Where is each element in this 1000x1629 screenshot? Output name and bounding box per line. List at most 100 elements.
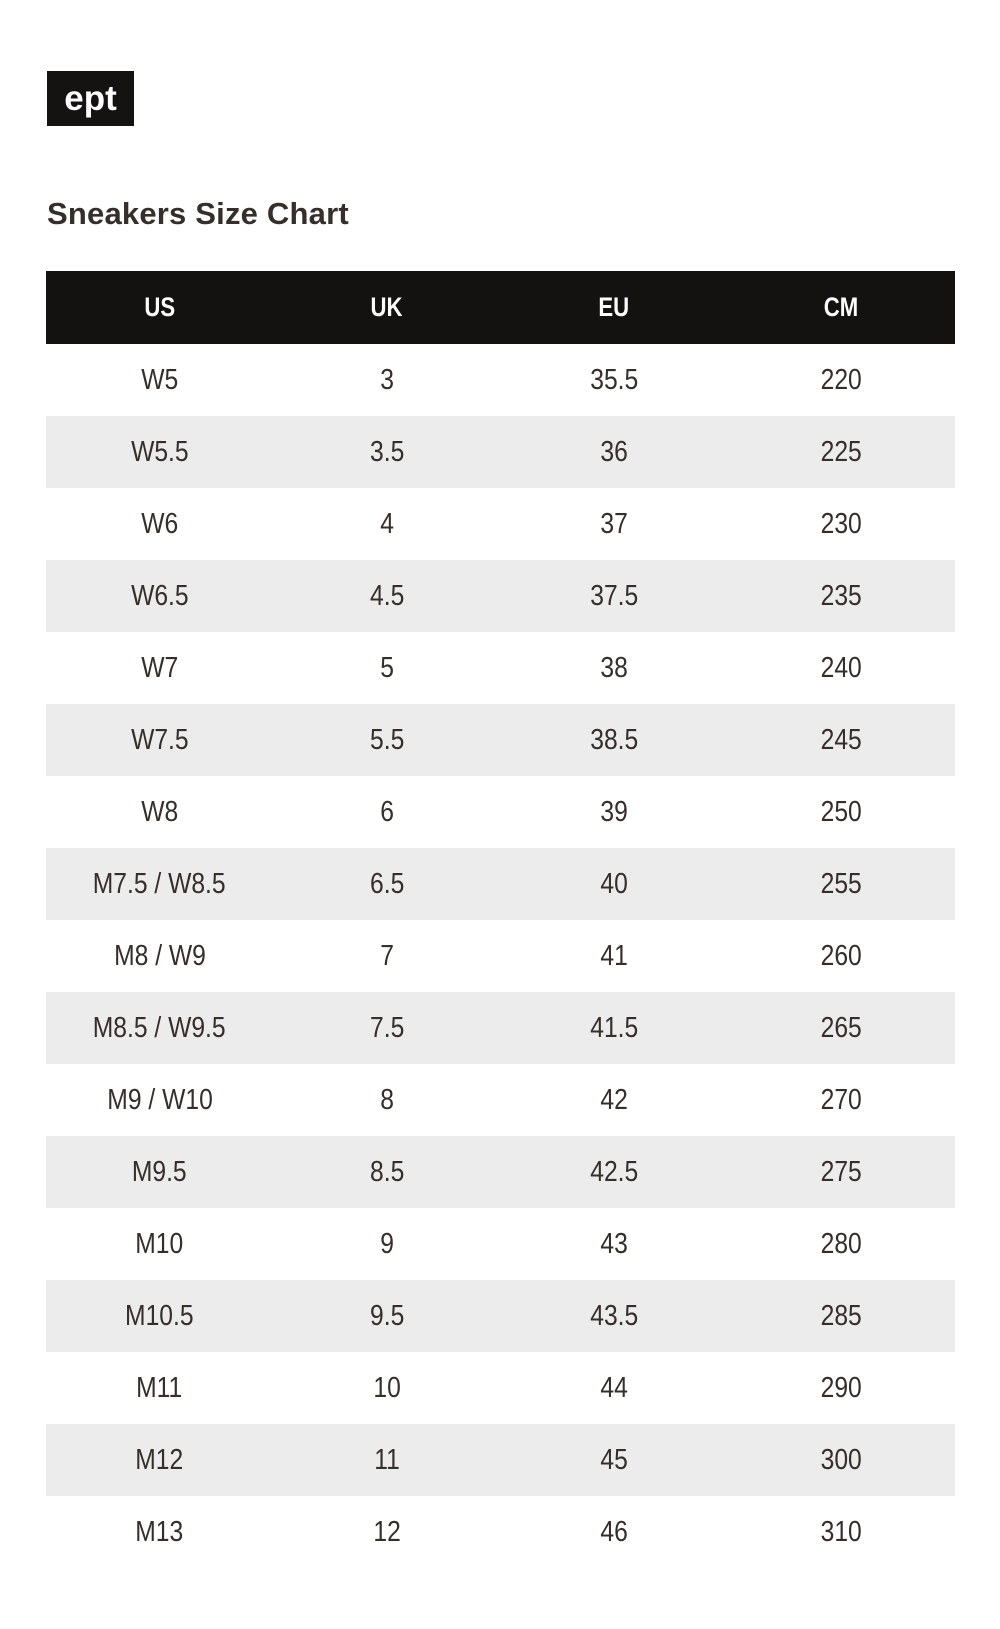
table-cell-cm: 250 (728, 776, 955, 848)
table-cell-eu-value: 37 (600, 507, 628, 540)
table-cell-us: M9 / W10 (46, 1064, 273, 1136)
table-row: M7.5 / W8.5 6.5 40 255 (46, 848, 955, 920)
table-cell-cm: 300 (728, 1424, 955, 1496)
table-cell-eu: 39 (501, 776, 728, 848)
table-cell-uk: 9.5 (273, 1280, 500, 1352)
table-cell-uk: 3 (273, 344, 500, 416)
table-cell-us: M8.5 / W9.5 (46, 992, 273, 1064)
table-cell-uk-value: 7.5 (369, 1011, 405, 1044)
table-cell-uk: 9 (273, 1208, 500, 1280)
table-cell-eu-value: 43 (600, 1227, 628, 1260)
table-cell-us-value: M12 (135, 1443, 184, 1476)
table-cell-us: W7 (46, 632, 273, 704)
table-cell-eu-value: 42.5 (590, 1155, 639, 1188)
table-cell-cm-value: 265 (820, 1011, 862, 1044)
table-row: M8 / W9 7 41 260 (46, 920, 955, 992)
brand-logo-text: ept (64, 79, 117, 118)
table-cell-eu-value: 46 (600, 1515, 628, 1548)
table-cell-us: M9.5 (46, 1136, 273, 1208)
table-cell-uk-value: 8 (380, 1083, 394, 1116)
table-cell-cm-value: 220 (820, 363, 862, 396)
table-cell-us-value: W6.5 (130, 579, 189, 612)
table-cell-eu-value: 38.5 (590, 723, 639, 756)
table-cell-cm: 310 (728, 1496, 955, 1568)
table-cell-eu: 35.5 (501, 344, 728, 416)
table-cell-cm-value: 280 (820, 1227, 862, 1260)
table-cell-eu-value: 42 (600, 1083, 628, 1116)
table-header-row: US UK EU CM (46, 271, 955, 344)
column-header-uk: UK (273, 271, 501, 344)
table-row: W7.5 5.5 38.5 245 (46, 704, 955, 776)
table-row: W5.5 3.5 36 225 (46, 416, 955, 488)
table-cell-us-value: M9 / W10 (106, 1083, 213, 1116)
table-cell-eu-value: 41 (600, 939, 628, 972)
table-cell-uk-value: 6 (380, 795, 394, 828)
table-row: M8.5 / W9.5 7.5 41.5 265 (46, 992, 955, 1064)
column-header-cm-label: CM (824, 292, 859, 322)
table-cell-eu: 37.5 (501, 560, 728, 632)
table-cell-cm: 255 (728, 848, 955, 920)
table-row: W8 6 39 250 (46, 776, 955, 848)
table-cell-uk-value: 12 (373, 1515, 401, 1548)
column-header-us-label: US (144, 292, 175, 322)
table-cell-us-value: W6 (141, 507, 179, 540)
table-cell-uk: 3.5 (273, 416, 500, 488)
table-cell-cm: 235 (728, 560, 955, 632)
table-cell-us: W5 (46, 344, 273, 416)
table-cell-cm-value: 310 (820, 1515, 862, 1548)
column-header-eu: EU (500, 271, 728, 344)
table-cell-cm: 265 (728, 992, 955, 1064)
table-cell-cm-value: 260 (820, 939, 862, 972)
table-cell-cm: 280 (728, 1208, 955, 1280)
table-cell-cm: 225 (728, 416, 955, 488)
table-cell-eu: 41 (501, 920, 728, 992)
table-row: M13 12 46 310 (46, 1496, 955, 1568)
column-header-us: US (46, 271, 274, 344)
table-cell-eu: 40 (501, 848, 728, 920)
column-header-eu-label: EU (598, 292, 630, 322)
table-row: W5 3 35.5 220 (46, 344, 955, 416)
table-cell-uk: 12 (273, 1496, 500, 1568)
table-cell-uk: 6 (273, 776, 500, 848)
table-cell-cm-value: 235 (820, 579, 862, 612)
table-cell-eu: 42 (501, 1064, 728, 1136)
table-cell-cm: 275 (728, 1136, 955, 1208)
table-cell-us: M10 (46, 1208, 273, 1280)
table-cell-us: W8 (46, 776, 273, 848)
table-cell-cm-value: 255 (820, 867, 862, 900)
table-cell-uk-value: 4.5 (369, 579, 405, 612)
table-cell-eu: 43 (501, 1208, 728, 1280)
table-cell-us: W6.5 (46, 560, 273, 632)
table-cell-us-value: M8 / W9 (113, 939, 206, 972)
table-cell-cm: 270 (728, 1064, 955, 1136)
table-cell-uk-value: 11 (374, 1443, 400, 1476)
table-cell-us: W6 (46, 488, 273, 560)
table-cell-eu: 43.5 (501, 1280, 728, 1352)
table-cell-uk: 4 (273, 488, 500, 560)
table-cell-eu-value: 35.5 (590, 363, 639, 396)
table-cell-eu-value: 41.5 (590, 1011, 639, 1044)
table-cell-cm: 285 (728, 1280, 955, 1352)
brand-logo: ept (47, 71, 134, 126)
table-row: M11 10 44 290 (46, 1352, 955, 1424)
table-cell-uk: 7.5 (273, 992, 500, 1064)
table-cell-uk-value: 8.5 (369, 1155, 405, 1188)
table-cell-us-value: W5 (141, 363, 179, 396)
table-header: US UK EU CM (46, 271, 955, 344)
table-cell-eu: 41.5 (501, 992, 728, 1064)
table-cell-cm: 245 (728, 704, 955, 776)
table-cell-us-value: M9.5 (132, 1155, 188, 1188)
table-cell-eu-value: 38 (600, 651, 628, 684)
table-cell-eu: 37 (501, 488, 728, 560)
table-cell-uk: 8.5 (273, 1136, 500, 1208)
table-cell-cm-value: 300 (820, 1443, 862, 1476)
table-cell-us: M10.5 (46, 1280, 273, 1352)
table-cell-us-value: M11 (136, 1371, 183, 1404)
table-cell-eu-value: 36 (600, 435, 628, 468)
table-cell-cm-value: 245 (820, 723, 862, 756)
column-header-cm: CM (727, 271, 955, 344)
table-cell-us-value: W5.5 (130, 435, 189, 468)
table-cell-cm: 240 (728, 632, 955, 704)
table-cell-us: M7.5 / W8.5 (46, 848, 273, 920)
table-cell-eu: 42.5 (501, 1136, 728, 1208)
